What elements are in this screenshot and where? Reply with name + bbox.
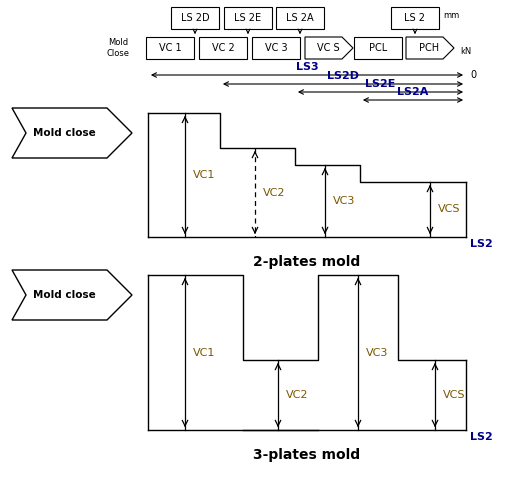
Text: LS 2: LS 2 (404, 13, 426, 23)
Text: Mold close: Mold close (33, 290, 96, 300)
Bar (276, 7, 324, 29)
Text: LS2E: LS2E (365, 79, 395, 89)
Text: VC S: VC S (317, 43, 339, 53)
Text: VC2: VC2 (263, 187, 286, 198)
Text: 0: 0 (470, 70, 476, 80)
Polygon shape (12, 270, 132, 320)
Text: PCH: PCH (419, 43, 439, 53)
Bar (146, 37, 194, 59)
Text: LS2D: LS2D (327, 71, 359, 81)
Text: LS2: LS2 (470, 239, 493, 249)
Bar (391, 7, 439, 29)
Text: LS 2E: LS 2E (234, 13, 262, 23)
Text: mm: mm (443, 10, 459, 20)
Text: VCS: VCS (443, 390, 465, 400)
Text: VC2: VC2 (286, 390, 308, 400)
Text: LS 2A: LS 2A (286, 13, 314, 23)
Text: LS 2D: LS 2D (181, 13, 209, 23)
Text: VC 3: VC 3 (265, 43, 287, 53)
Text: VC3: VC3 (366, 348, 388, 357)
Text: VC 1: VC 1 (159, 43, 181, 53)
Polygon shape (406, 37, 454, 59)
Bar (171, 7, 219, 29)
Text: VC1: VC1 (193, 170, 215, 180)
Text: VCS: VCS (438, 205, 461, 214)
Bar (354, 37, 402, 59)
Text: VC1: VC1 (193, 348, 215, 357)
Text: LS3: LS3 (296, 62, 318, 72)
Text: PCL: PCL (369, 43, 387, 53)
Text: kN: kN (460, 46, 472, 56)
Text: LS2A: LS2A (398, 87, 429, 97)
Text: 2-plates mold: 2-plates mold (253, 255, 361, 269)
Text: Mold close: Mold close (33, 128, 96, 138)
Bar (199, 37, 247, 59)
Text: VC 2: VC 2 (212, 43, 234, 53)
Text: 3-plates mold: 3-plates mold (253, 448, 361, 462)
Text: Mold
Close: Mold Close (106, 38, 130, 58)
Polygon shape (305, 37, 353, 59)
Polygon shape (12, 108, 132, 158)
Text: VC3: VC3 (333, 196, 355, 206)
Bar (224, 7, 272, 29)
Bar (252, 37, 300, 59)
Text: LS2: LS2 (470, 432, 493, 442)
